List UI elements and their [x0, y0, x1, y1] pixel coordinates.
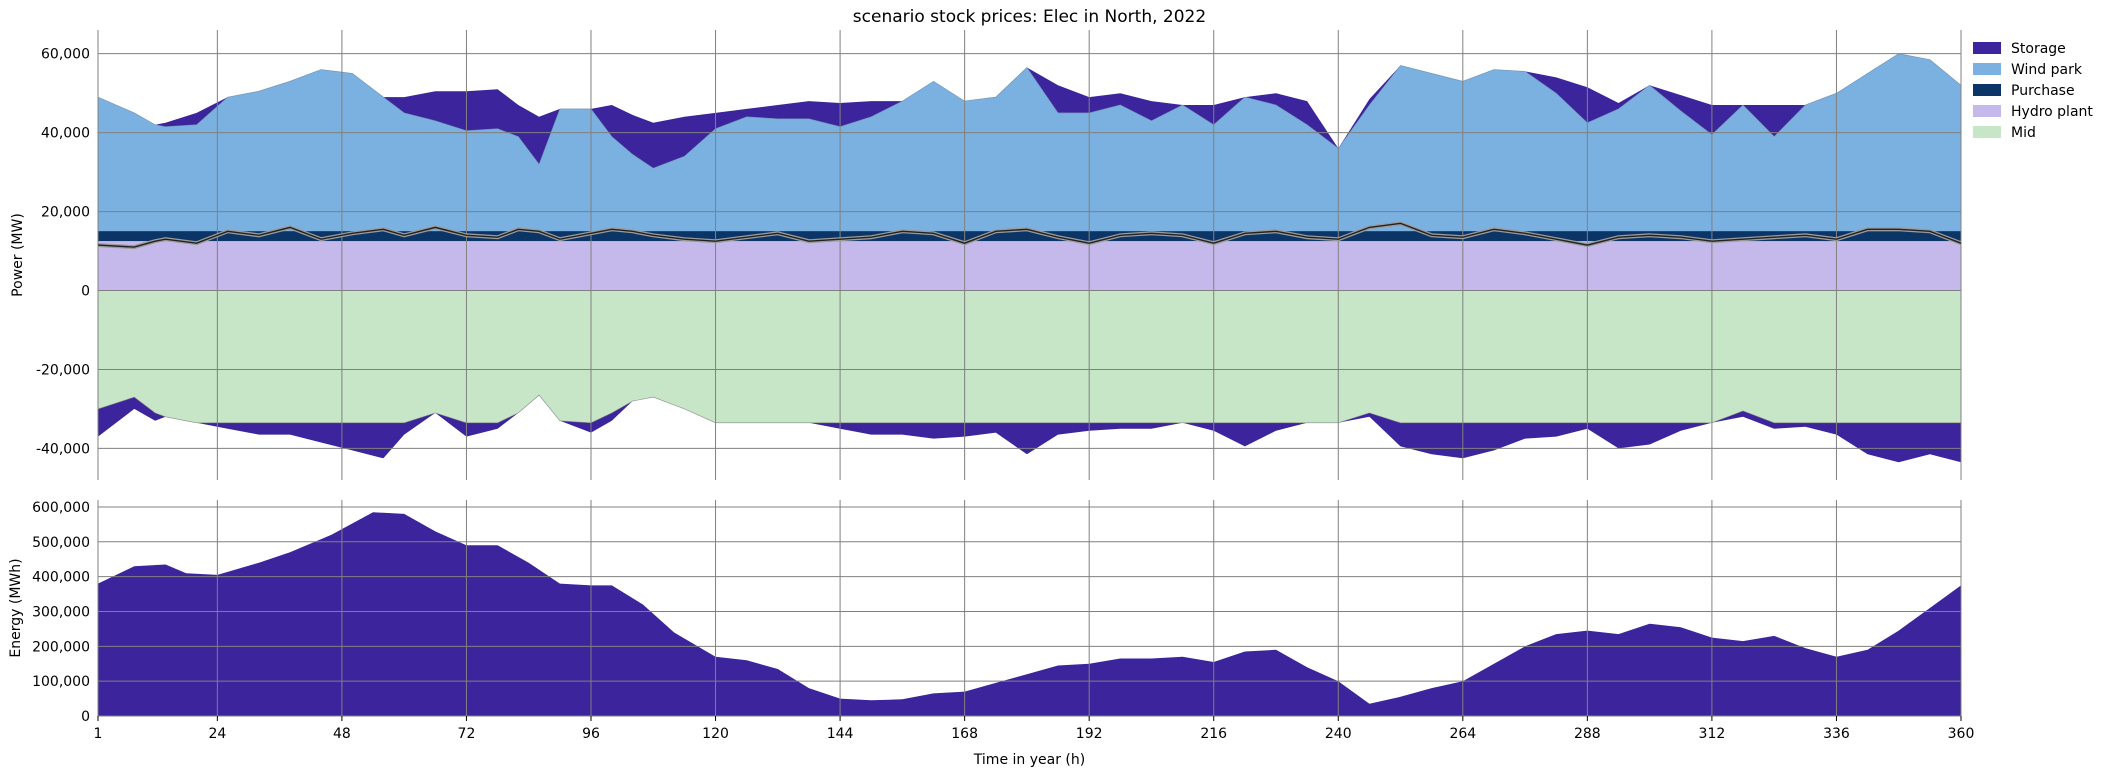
power-y-tick-label: -40,000: [36, 441, 90, 457]
demand-line: [97, 222, 1962, 248]
x-tick-label: 48: [333, 726, 351, 742]
x-tick-label: 1: [94, 726, 103, 742]
legend: Storage Wind park Purchase Hydro plant Mid: [1973, 41, 2093, 141]
power-panel: scenario stock prices: Elec in North, 20…: [10, 7, 1962, 480]
storage-charge-area: [98, 395, 1961, 463]
legend-swatch: [1973, 84, 2001, 96]
wind-park-area: [97, 53, 1962, 232]
chart-title: scenario stock prices: Elec in North, 20…: [853, 7, 1206, 27]
x-tick-label: 240: [1325, 726, 1352, 742]
power-areas: [97, 53, 1962, 463]
legend-swatch: [1973, 42, 2001, 54]
legend-label: Purchase: [2011, 83, 2075, 99]
x-tick-label: 264: [1449, 726, 1476, 742]
energy-gridlines: [97, 500, 1962, 717]
power-y-tick-label: -20,000: [36, 362, 90, 378]
storage-discharge-area: [98, 53, 1961, 169]
mid-area: [97, 290, 1962, 424]
power-y-axis-label: Power (MW): [10, 213, 26, 297]
legend-swatch: [1973, 126, 2001, 138]
energy-y-tick-label: 600,000: [32, 500, 90, 516]
energy-areas: [98, 512, 1961, 716]
legend-label: Hydro plant: [2011, 104, 2093, 120]
energy-y-tick-label: 0: [81, 709, 90, 725]
x-tick-label: 192: [1076, 726, 1103, 742]
energy-y-tick-label: 300,000: [32, 604, 90, 620]
legend-swatch: [1973, 63, 2001, 75]
power-y-tick-label: 20,000: [41, 205, 90, 221]
x-tick-label: 144: [827, 726, 854, 742]
legend-swatch: [1973, 105, 2001, 117]
power-y-tick-label: 60,000: [41, 47, 90, 63]
x-tick-label: 96: [582, 726, 600, 742]
power-y-tick-label: 40,000: [41, 126, 90, 142]
x-tick-label: 120: [702, 726, 729, 742]
power-gridlines: [97, 30, 1962, 480]
storage-energy-area: [98, 512, 1961, 716]
energy-panel: 0 100,000 200,000 300,000 400,000 500,000 600,…: [8, 500, 1974, 768]
x-tick-label: 24: [208, 726, 226, 742]
demand-line-group: [97, 221, 1962, 250]
legend-label: Mid: [2011, 125, 2036, 141]
energy-y-tick-label: 500,000: [32, 535, 90, 551]
power-y-tick-label: 0: [81, 284, 90, 300]
x-tick-label: 336: [1823, 726, 1850, 742]
energy-x-ticks: 1 24 48 72 96 120 144 168 192 216 240 264 288 312 336 3…: [94, 716, 1975, 742]
legend-label: Storage: [2011, 41, 2066, 57]
energy-y-axis-label: Energy (MWh): [8, 558, 24, 657]
x-tick-label: 312: [1699, 726, 1726, 742]
hydro-plant-area: [98, 241, 1961, 291]
x-tick-label: 72: [458, 726, 476, 742]
energy-y-tick-label: 200,000: [32, 639, 90, 655]
x-tick-label: 168: [951, 726, 978, 742]
x-tick-label: 288: [1574, 726, 1601, 742]
energy-y-tick-label: 400,000: [32, 570, 90, 586]
power-y-ticks: -40,000 -20,000 0 20,000 40,000 60,000: [36, 47, 90, 458]
x-tick-label: 360: [1948, 726, 1975, 742]
legend-label: Wind park: [2011, 62, 2083, 78]
energy-y-ticks: 0 100,000 200,000 300,000 400,000 500,000 600,…: [32, 500, 90, 725]
energy-y-tick-label: 100,000: [32, 674, 90, 690]
x-tick-label: 216: [1200, 726, 1227, 742]
x-axis-label: Time in year (h): [973, 752, 1085, 768]
